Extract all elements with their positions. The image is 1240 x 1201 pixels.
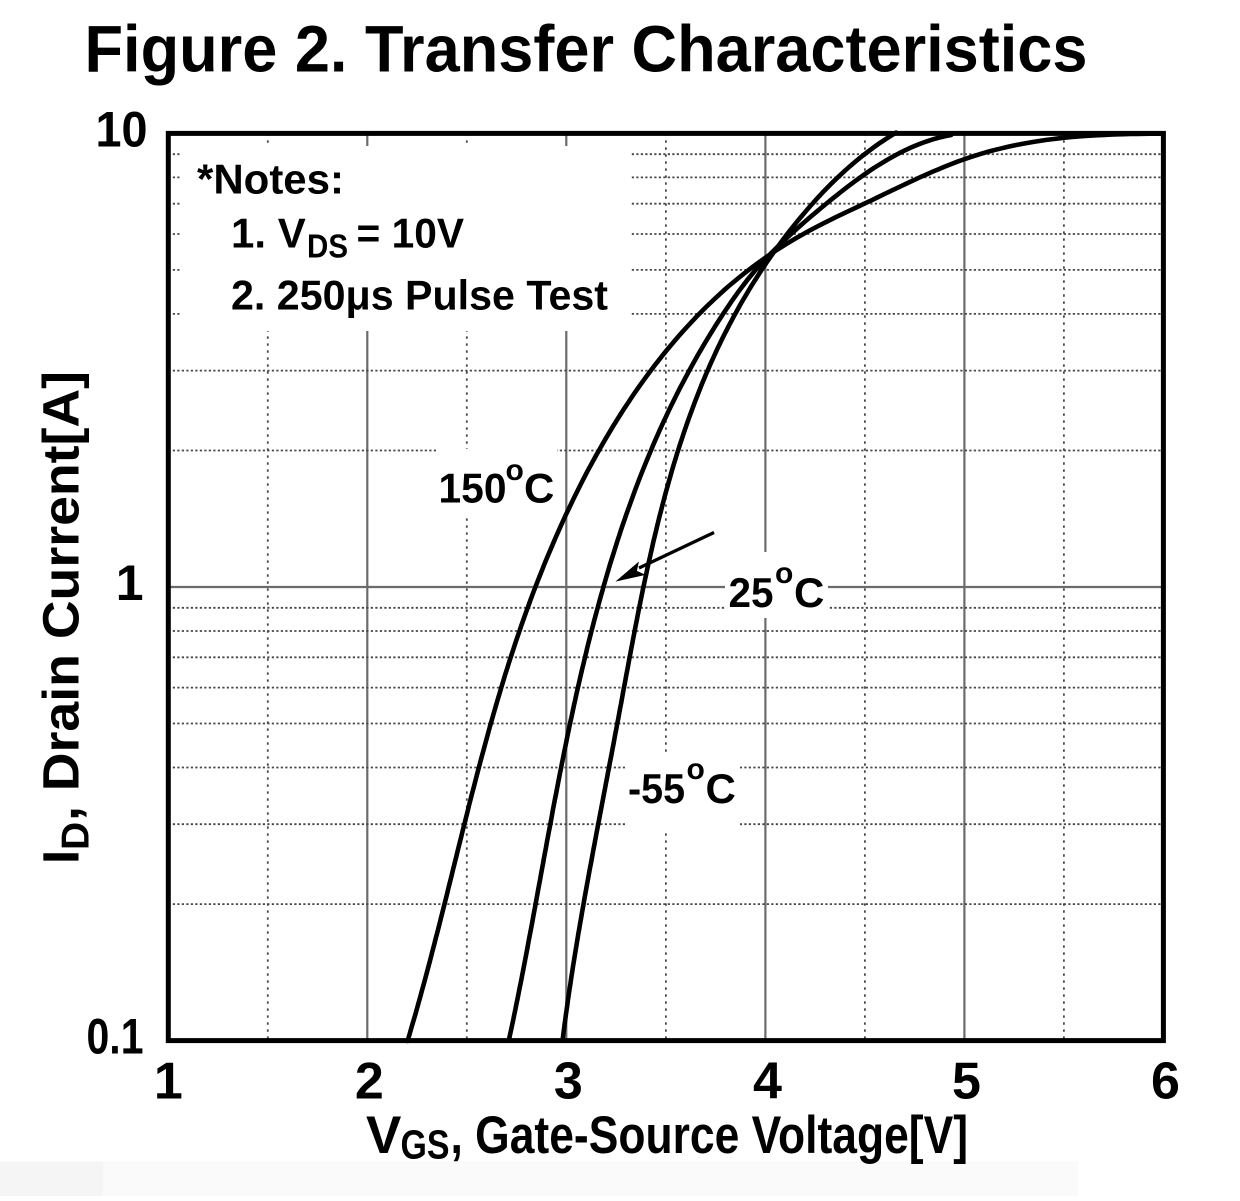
svg-text:10: 10 <box>96 101 148 157</box>
svg-text:I: I <box>33 850 90 864</box>
svg-text:= 10V: = 10V <box>357 210 465 257</box>
svg-text:150: 150 <box>439 464 507 511</box>
svg-text:1: 1 <box>116 555 144 611</box>
svg-text:DS: DS <box>307 228 348 265</box>
svg-text:*Notes:: *Notes: <box>197 155 344 202</box>
svg-text:C: C <box>794 569 824 616</box>
svg-text:1: 1 <box>154 1053 183 1111</box>
svg-text:o: o <box>506 454 524 487</box>
svg-text:C: C <box>706 765 736 812</box>
svg-text:0.1: 0.1 <box>87 1009 144 1065</box>
svg-text:5: 5 <box>952 1053 981 1111</box>
svg-text:C: C <box>524 464 554 511</box>
svg-text:Figure 2. Transfer Characteris: Figure 2. Transfer Characteristics <box>85 12 1088 86</box>
svg-text:25: 25 <box>729 569 774 616</box>
svg-text:D: D <box>55 822 98 850</box>
svg-text:2: 2 <box>355 1053 384 1111</box>
svg-text:V: V <box>366 1106 401 1165</box>
svg-text:o: o <box>687 753 705 786</box>
svg-text:GS: GS <box>401 1122 450 1168</box>
svg-text:-55: -55 <box>628 765 685 812</box>
svg-text:1. V: 1. V <box>231 210 306 257</box>
svg-text:3: 3 <box>554 1053 583 1111</box>
svg-text:6: 6 <box>1151 1053 1180 1111</box>
svg-text:, Drain Current[A]: , Drain Current[A] <box>33 371 90 821</box>
svg-text:, Gate-Source Voltage[V]: , Gate-Source Voltage[V] <box>451 1106 969 1165</box>
svg-text:4: 4 <box>753 1053 782 1111</box>
svg-text:o: o <box>775 557 793 590</box>
svg-text:2. 250μs Pulse Test: 2. 250μs Pulse Test <box>231 272 608 319</box>
